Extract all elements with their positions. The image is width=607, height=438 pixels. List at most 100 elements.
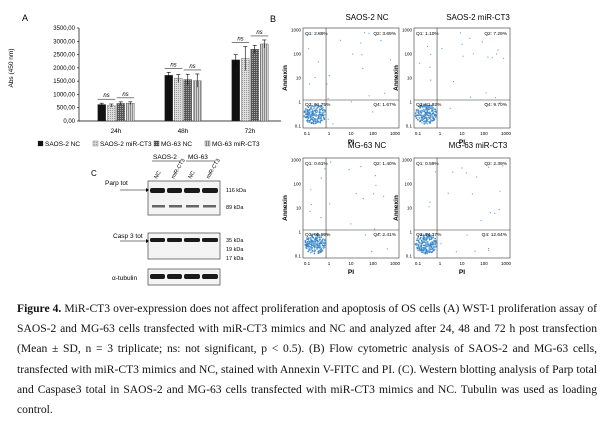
quadrant-q3: Q3: 95.59% [305, 232, 331, 238]
y-tick-label: 1 [298, 230, 301, 235]
casp3-blot [147, 232, 221, 260]
panel-label-b: B [270, 14, 276, 24]
x-tick-label: 1000 [390, 261, 401, 266]
flow-plot-title: MG-63 NC [348, 141, 386, 150]
bar-series: ns ns ns ns ns ns [97, 30, 269, 122]
bar-mg-63-nc-48h [183, 79, 192, 122]
y-tick-label: 1 [409, 230, 412, 235]
x-tick-label: 1 [328, 261, 331, 266]
parp-blot [147, 180, 221, 216]
caption-text: MiR-CT3 over-expression does not affect … [17, 302, 597, 417]
y-tick-label: 10 [296, 206, 302, 211]
y-axis-label: Abs (450 nm) [8, 48, 15, 87]
x-tick-label: 0.1 [304, 261, 311, 266]
ns-label: ns [170, 62, 176, 68]
flow-plot-title: SAOS-2 miR-CT3 [446, 13, 510, 22]
flow-plot-title: MG-63 miR-CT3 [449, 141, 508, 150]
x-tick-label: 10 [459, 261, 465, 266]
y-tick-label: 100 [404, 182, 412, 187]
wst1-bar-chart: A Abs (450 nm) 0,00 500,00 1000,00 1500,00 2… [8, 13, 281, 148]
y-tick-label: 3500,00 [53, 26, 75, 32]
legend-swatch [37, 140, 44, 147]
x-axis-label: PI [459, 269, 465, 276]
legend-label: SAOS-2 NC [45, 141, 80, 148]
marker-17: 17 kDa [226, 256, 244, 262]
y-tick-label: 0,00 [63, 119, 75, 125]
chart-legend: SAOS-2 NC SAOS-2 miR-CT3 MG-63 NC MG-63 miR… [37, 140, 260, 148]
legend-swatch [153, 140, 160, 147]
panel-label-c: C [91, 169, 97, 178]
quadrant-q2: Q2: 7.29% [484, 31, 507, 37]
y-axis-label: Annexin [393, 65, 400, 91]
group-label-saos2: SAOS-2 [153, 154, 177, 161]
y-tick-label: 2500,00 [53, 53, 75, 59]
x-tick-label: 1 [439, 131, 442, 136]
y-tick-label: 0.1 [295, 254, 302, 259]
legend-label: MG-63 miR-CT3 [212, 141, 260, 148]
bar-saos-2-mir-ct3-48h [174, 78, 183, 122]
y-tick-label: 1 [409, 100, 412, 105]
y-tick-label: 100 [404, 52, 412, 57]
bar-mg-63-mir-ct3-72h [260, 43, 269, 122]
quadrant-q2: Q2: 3.69% [373, 31, 396, 37]
y-tick-label: 1500,00 [53, 79, 75, 85]
quadrant-q4: Q4: 12.64% [482, 232, 508, 238]
y-axis-label: Annexin [393, 195, 400, 221]
quadrant-q1: Q1: 0.59% [416, 161, 439, 167]
x-tick-label: 10 [348, 261, 354, 266]
legend-swatch [92, 140, 99, 147]
lane-label: NC [188, 170, 197, 180]
panel-label-a: A [22, 13, 28, 23]
quadrant-q1: Q1: 2.89% [305, 31, 328, 37]
blot-row-label-parp: Parp tot [105, 180, 128, 187]
x-axis-label: PI [348, 139, 354, 146]
x-tick-label: 1000 [501, 261, 512, 266]
y-axis-label: Annexin [282, 65, 289, 91]
blot-row-label-tubulin: α-tubulin [112, 275, 137, 282]
y-tick-label: 1 [298, 100, 301, 105]
y-tick-label: 1000 [402, 28, 413, 33]
y-tick-label: 0.1 [406, 124, 413, 129]
ns-label: ns [103, 93, 109, 99]
y-tick-label: 10 [407, 206, 413, 211]
marker-89: 89 kDa [226, 205, 244, 211]
x-tick-label: 24h [111, 128, 122, 135]
flow-plot-4: MG-63 miR-CT3 Q1: 0.59% Q2: 2.39% Q3: 84.37… [393, 141, 512, 276]
x-tick-label: 100 [480, 131, 488, 136]
flow-plot-2: SAOS-2 miR-CT3 Q1: 1.10% Q2: 7.29% Q3: 81.9… [393, 13, 512, 146]
x-tick-label: 100 [369, 131, 377, 136]
y-tick-label: 500,00 [57, 106, 76, 112]
quadrant-q4: Q4: 9.70% [484, 102, 507, 108]
y-tick-label: 1000 [291, 158, 302, 163]
ns-label: ns [189, 64, 195, 70]
quadrant-q1: Q1: 1.10% [416, 31, 439, 37]
flow-cytometry-panel: B SAOS-2 NC Q1: 2.89% Q2: 3.69% Q3: 91.75% Q… [270, 13, 512, 276]
bar-mg-63-nc-72h [250, 49, 259, 122]
y-tick-label: 1000 [402, 158, 413, 163]
y-tick-label: 100 [293, 52, 301, 57]
x-tick-label: 48h [178, 128, 189, 135]
quadrant-q2: Q2: 2.39% [484, 161, 507, 167]
bar-mg-63-nc-24h [116, 103, 125, 122]
legend-label: SAOS-2 miR-CT3 [100, 141, 152, 148]
x-tick-label: 0.1 [415, 261, 422, 266]
bar-saos-2-nc-72h [231, 59, 240, 122]
x-tick-label: 1000 [501, 131, 512, 136]
quadrant-q3: Q3: 84.37% [416, 232, 442, 238]
marker-116: 116 kDa [226, 188, 247, 194]
figure-caption: Figure 4. MiR-CT3 over-expression does n… [17, 299, 597, 420]
quadrant-q2: Q2: 1.40% [373, 161, 396, 167]
ns-label: ns [237, 37, 243, 43]
bar-saos-2-mir-ct3-24h [107, 105, 116, 122]
y-tick-label: 10 [407, 76, 413, 81]
quadrant-q3: Q3: 81.92% [416, 102, 442, 108]
group-label-mg63: MG-63 [188, 154, 208, 161]
bar-saos-2-nc-24h [97, 104, 106, 122]
x-tick-label: 100 [369, 261, 377, 266]
x-tick-label: 1 [439, 261, 442, 266]
flow-plot-3: MG-63 NC Q1: 0.61% Q2: 1.40% Q3: 95.59% Q4: … [282, 141, 401, 276]
y-tick-label: 0.1 [406, 254, 413, 259]
legend-swatch [204, 140, 211, 147]
y-tick-label: 1000 [291, 28, 302, 33]
x-axis: 24h 48h 72h [111, 128, 256, 135]
